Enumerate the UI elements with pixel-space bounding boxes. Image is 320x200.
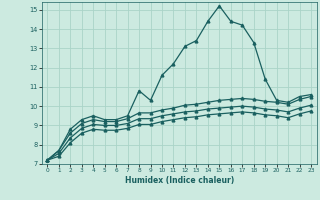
X-axis label: Humidex (Indice chaleur): Humidex (Indice chaleur): [124, 176, 234, 185]
